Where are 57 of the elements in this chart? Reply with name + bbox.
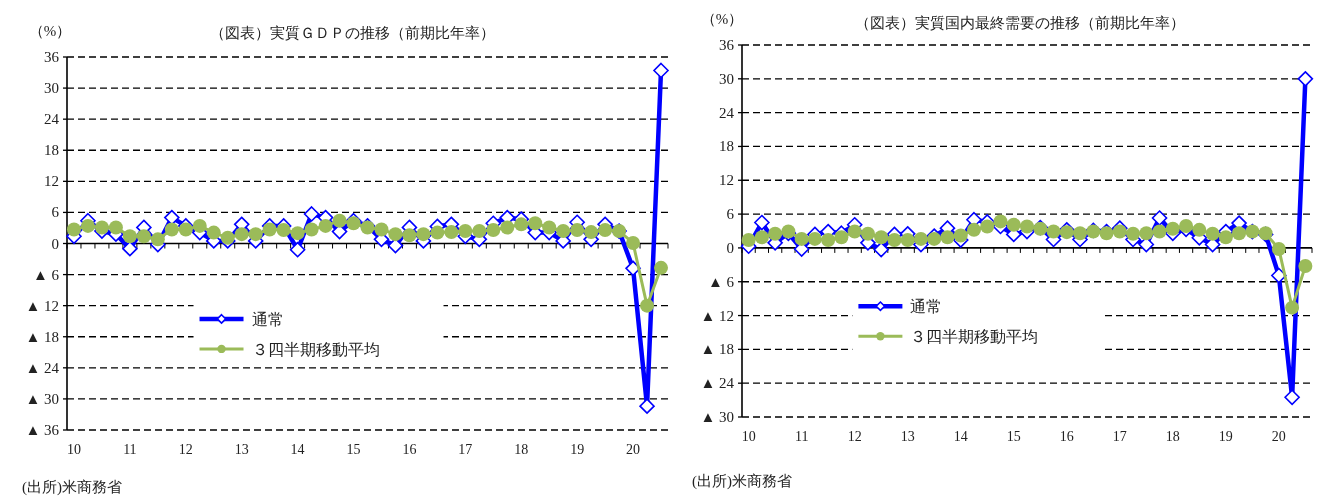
x-tick-label: 12	[847, 429, 862, 444]
y-tick-label: 36	[719, 37, 735, 53]
y-tick-label: 12	[44, 173, 59, 190]
y-tick-label: ▲ 12	[700, 307, 734, 324]
x-tick-label: 15	[1006, 429, 1021, 444]
y-tick-label: ▲ 6	[707, 273, 735, 290]
y-tick-label: 24	[719, 104, 735, 121]
chart-title: （図表）実質ＧＤＰの推移（前期比年率）	[209, 25, 495, 41]
y-tick-label: 12	[719, 172, 734, 189]
legend-label: 通常	[910, 298, 943, 316]
y-tick-label: ▲ 6	[32, 266, 60, 283]
y-tick-label: ▲ 24	[700, 375, 735, 392]
text: (出所)米商務省	[22, 479, 122, 496]
y-axis-title: （%）	[28, 23, 72, 39]
x-tick-label: 20	[626, 442, 641, 457]
text: (出所)米商務省	[692, 473, 792, 490]
y-tick-label: 24	[44, 111, 60, 128]
x-tick-label: 13	[234, 442, 249, 457]
x-tick-label: 18	[1165, 429, 1180, 444]
x-tick-label: 14	[290, 442, 305, 457]
y-tick-label: 30	[719, 70, 734, 87]
x-tick-label: 15	[346, 442, 361, 457]
x-tick-label: 16	[1059, 429, 1074, 444]
x-tick-label: 10	[741, 429, 756, 444]
legend-label: ３四半期移動平均	[910, 328, 1039, 346]
x-tick-label: 11	[794, 429, 809, 444]
x-tick-label: 14	[953, 429, 968, 444]
x-tick-label: 11	[123, 442, 137, 457]
y-tick-label: 6	[51, 204, 60, 221]
y-tick-label: 6	[726, 206, 735, 223]
x-tick-label: 13	[900, 429, 915, 444]
x-tick-label: 19	[570, 442, 585, 457]
y-tick-label: 18	[44, 142, 59, 159]
y-tick-label: 36	[44, 49, 60, 65]
legend-label: ３四半期移動平均	[251, 340, 380, 358]
x-tick-label: 12	[178, 442, 193, 457]
x-tick-label: 17	[458, 442, 473, 457]
y-tick-label: 0	[726, 239, 734, 256]
legend-label: 通常	[251, 310, 284, 328]
y-tick-label: ▲ 12	[25, 297, 59, 314]
y-tick-label: ▲ 30	[700, 409, 734, 425]
y-tick-label: ▲ 36	[25, 422, 60, 438]
x-tick-label: 19	[1218, 429, 1233, 444]
x-tick-label: 17	[1112, 429, 1127, 444]
y-tick-label: ▲ 18	[700, 341, 734, 358]
x-tick-label: 18	[514, 442, 529, 457]
chart-title: （図表）実質国内最終需要の推移（前期比年率）	[855, 15, 1185, 31]
y-tick-label: 30	[44, 80, 59, 97]
y-tick-label: 18	[719, 138, 734, 155]
x-tick-label: 16	[402, 442, 417, 457]
y-tick-label: ▲ 30	[25, 390, 59, 407]
y-axis-title: （%）	[700, 11, 744, 27]
x-tick-label: 20	[1271, 429, 1286, 444]
y-tick-label: ▲ 18	[25, 328, 59, 345]
y-tick-label: 0	[51, 235, 59, 252]
y-tick-label: ▲ 24	[25, 359, 60, 376]
x-tick-label: 10	[66, 442, 81, 457]
